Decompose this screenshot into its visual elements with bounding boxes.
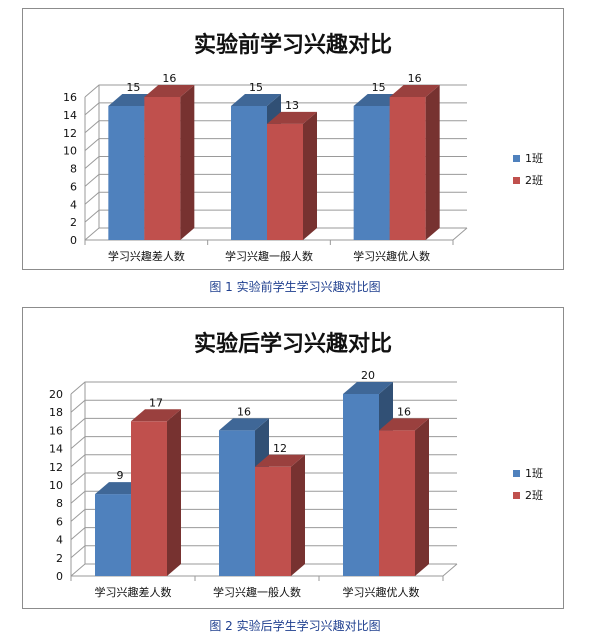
x-tick-label: 学习兴趣一般人数: [225, 249, 313, 263]
y-tick-label: 12: [49, 461, 63, 474]
chart-2-legend: 1班 2班: [513, 462, 543, 506]
legend-item-class-2: 2班: [513, 484, 543, 506]
data-label: 16: [237, 405, 251, 418]
legend-item-class-1: 1班: [513, 147, 543, 169]
bar-top: [255, 454, 305, 467]
y-tick-label: 6: [56, 515, 63, 528]
bar-top: [343, 382, 393, 394]
y-tick-label: 2: [56, 552, 63, 565]
y-tick-label: 6: [70, 180, 77, 193]
chart-2-title: 实验后学习兴趣对比: [193, 332, 392, 357]
bar-front: [389, 97, 426, 240]
data-label: 17: [149, 396, 163, 409]
bar-front: [144, 97, 181, 240]
bar-side: [425, 85, 440, 240]
bar-top: [231, 93, 281, 106]
data-label: 16: [397, 405, 411, 418]
legend-label-class-2: 2班: [525, 489, 543, 502]
legend-swatch-class-2: [513, 176, 520, 184]
bar: [144, 85, 195, 240]
bar-top: [131, 409, 181, 422]
legend-label-class-2: 2班: [525, 174, 543, 187]
data-label: 15: [372, 81, 386, 94]
y-tick-label: 2: [70, 216, 77, 229]
x-tick-label: 学习兴趣一般人数: [213, 585, 301, 599]
bar-front: [219, 430, 255, 576]
chart-1-legend: 1班 2班: [513, 147, 543, 191]
data-label: 16: [162, 72, 176, 85]
bar: [379, 418, 429, 576]
y-tick-label: 4: [70, 198, 77, 211]
data-label: 13: [285, 99, 299, 112]
chart-2-plot: 0 2 4 6 8 10 12 14 16 18 20 9 17 学习兴趣差人数 16 12 学习兴趣一般人数 2…: [49, 369, 458, 599]
bar: [255, 454, 305, 576]
y-tick-label: 0: [70, 234, 77, 247]
bar-top: [379, 418, 429, 431]
bar-top: [144, 85, 195, 97]
legend-swatch-class-2: [513, 491, 520, 499]
x-tick-label: 学习兴趣优人数: [353, 249, 430, 263]
legend-label-class-1: 1班: [525, 467, 543, 480]
bar-front: [379, 430, 415, 576]
y-tick-label: 14: [49, 443, 63, 456]
bar-side: [167, 409, 181, 576]
data-label: 9: [117, 469, 124, 482]
bar-front: [343, 394, 379, 576]
chart-1-title: 实验前学习兴趣对比: [193, 33, 392, 58]
data-label: 20: [361, 369, 375, 382]
legend-label-class-1: 1班: [525, 152, 543, 165]
bar-front: [95, 494, 131, 576]
chart-2-frame: 实验后学习兴趣对比 0 2 4 6 8 10 12 14 16 18 20 9 17 学习兴趣差人数 16 1…: [22, 307, 564, 609]
bar-front: [231, 105, 267, 240]
y-tick-label: 16: [63, 91, 77, 104]
bar-top: [219, 418, 269, 431]
x-tick-label: 学习兴趣差人数: [108, 249, 185, 263]
data-label: 16: [408, 72, 422, 85]
chart-2-caption: 图 2 实验后学生学习兴趣对比图: [209, 619, 381, 633]
bar-front: [267, 123, 303, 240]
bar-side: [415, 418, 429, 576]
y-tick-label: 8: [56, 497, 63, 510]
bar-top: [267, 111, 317, 124]
y-tick-label: 10: [49, 479, 63, 492]
y-tick-label: 8: [70, 163, 77, 176]
bar-side: [303, 111, 317, 240]
bar: [267, 111, 317, 240]
y-tick-label: 18: [49, 406, 63, 419]
y-tick-label: 10: [63, 145, 77, 158]
x-tick-label: 学习兴趣差人数: [95, 585, 172, 599]
data-label: 12: [273, 442, 287, 455]
y-tick-label: 14: [63, 109, 77, 122]
bar-front: [131, 421, 167, 576]
legend-swatch-class-1: [513, 154, 520, 162]
data-label: 15: [249, 81, 263, 94]
chart-1-frame: 实验前学习兴趣对比 0 2 4 6 8 10 12 14 16 15 16 学习兴趣差人数 15 13 学习…: [22, 8, 564, 270]
y-tick-label: 4: [56, 534, 63, 547]
gridline: [70, 381, 457, 395]
bar: [131, 409, 181, 576]
y-tick-label: 20: [49, 388, 63, 401]
legend-item-class-2: 2班: [513, 169, 543, 191]
bar-side: [291, 454, 305, 576]
x-tick-label: 学习兴趣优人数: [343, 585, 420, 599]
y-tick-label: 0: [56, 570, 63, 583]
bar-top: [389, 85, 440, 97]
bar: [389, 85, 440, 240]
chart-1-plot: 0 2 4 6 8 10 12 14 16 15 16 学习兴趣差人数 15 13 学习兴趣一般人数 15 16…: [63, 72, 468, 263]
bar-front: [108, 105, 145, 240]
y-tick-label: 12: [63, 127, 77, 140]
bar-side: [180, 85, 195, 240]
bar-front: [353, 105, 390, 240]
chart-1-caption: 图 1 实验前学生学习兴趣对比图: [209, 280, 381, 294]
legend-swatch-class-1: [513, 469, 520, 477]
data-label: 15: [126, 81, 140, 94]
bar: [219, 418, 269, 576]
bar-front: [255, 466, 291, 576]
y-tick-label: 16: [49, 424, 63, 437]
legend-item-class-1: 1班: [513, 462, 543, 484]
